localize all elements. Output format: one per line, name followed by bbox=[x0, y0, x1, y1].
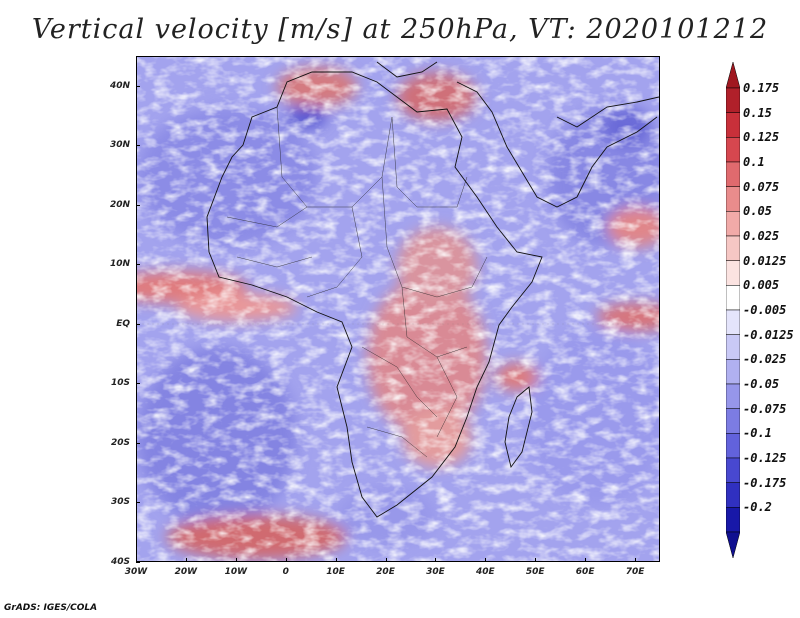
field-texture bbox=[137, 57, 659, 561]
colorbar-tick-label: -0.2 bbox=[743, 500, 772, 515]
lat-tick-mark bbox=[136, 502, 140, 504]
lat-tick-label: 30S bbox=[110, 497, 130, 508]
lon-tick-mark bbox=[335, 558, 337, 562]
colorbar-tick-label: -0.175 bbox=[743, 475, 787, 490]
colorbar-band bbox=[726, 334, 740, 360]
colorbar-tick-label: 0.1 bbox=[743, 155, 765, 169]
colorbar-band bbox=[726, 309, 740, 335]
colorbar-tick-label: 0.025 bbox=[743, 229, 780, 243]
lon-tick-label: 20E bbox=[376, 567, 395, 577]
colorbar-bottom-arrow bbox=[726, 531, 740, 558]
colorbar-band bbox=[726, 112, 740, 138]
colorbar-band bbox=[726, 87, 740, 113]
colorbar-tick-label: -0.025 bbox=[743, 352, 787, 367]
lat-tick-mark bbox=[136, 442, 140, 444]
lat-tick-label: 40N bbox=[109, 80, 130, 91]
colorbar-band bbox=[726, 383, 740, 409]
colorbar-band bbox=[726, 235, 740, 261]
colorbar-top-arrow bbox=[726, 62, 740, 89]
lon-tick-mark bbox=[635, 558, 637, 562]
lat-tick-label: 20S bbox=[110, 437, 130, 448]
colorbar-band bbox=[726, 137, 740, 163]
lon-tick-label: 50E bbox=[525, 567, 545, 577]
colorbar-band bbox=[726, 285, 740, 311]
colorbar-band bbox=[726, 359, 740, 385]
lat-tick-label: 30N bbox=[109, 140, 130, 151]
lon-tick-label: 10E bbox=[326, 567, 345, 577]
footer-credit: GrADS: IGES/COLA bbox=[4, 603, 98, 613]
lon-tick-mark bbox=[485, 558, 487, 562]
lat-tick-label: 40S bbox=[110, 557, 130, 567]
lat-tick-label: 20N bbox=[109, 199, 130, 210]
lon-tick-mark bbox=[385, 558, 387, 562]
colorbar-tick-label: -0.005 bbox=[743, 303, 787, 317]
coastlines bbox=[206, 61, 659, 518]
lat-tick-mark bbox=[136, 145, 140, 147]
lat-tick-label: EQ bbox=[116, 318, 130, 329]
lon-tick-label: 70E bbox=[625, 567, 645, 577]
lat-tick-mark bbox=[136, 562, 140, 563]
velocity-field-map bbox=[136, 56, 660, 562]
colorbar-band bbox=[726, 482, 740, 508]
colorbar-tick-label: 0.005 bbox=[743, 278, 780, 293]
lon-tick-label: 10W bbox=[224, 567, 248, 577]
colorbar-tick-label: -0.1 bbox=[743, 426, 772, 441]
lat-tick-label: 10S bbox=[110, 378, 130, 389]
lat-tick-label: 10N bbox=[109, 259, 130, 270]
colorbar-band bbox=[726, 408, 740, 434]
colorbar-tick-label: -0.0125 bbox=[743, 327, 794, 342]
colorbar-tick-label: 0.0125 bbox=[743, 253, 787, 268]
lon-tick-mark bbox=[235, 558, 237, 562]
chart-title: Vertical velocity [m/s] at 250hPa, VT: 2… bbox=[31, 14, 769, 45]
lat-tick-mark bbox=[136, 264, 140, 266]
colorbar bbox=[726, 62, 740, 558]
lat-tick-mark bbox=[136, 323, 140, 325]
lon-tick-label: 0 bbox=[282, 567, 289, 577]
colorbar-tick-label: 0.15 bbox=[743, 105, 772, 120]
lon-tick-label: 40E bbox=[475, 567, 495, 577]
lon-tick-mark bbox=[585, 558, 587, 562]
colorbar-band bbox=[726, 260, 740, 286]
lon-tick-mark bbox=[136, 558, 137, 562]
lat-tick-mark bbox=[136, 383, 140, 385]
lon-tick-mark bbox=[435, 558, 437, 562]
lon-tick-label: 20W bbox=[174, 567, 198, 577]
map-canvas bbox=[137, 57, 659, 561]
colorbar-tick-label: -0.125 bbox=[743, 451, 787, 465]
lon-tick-label: 60E bbox=[575, 567, 595, 577]
colorbar-tick-label: 0.05 bbox=[743, 204, 772, 219]
lon-tick-mark bbox=[535, 558, 537, 562]
colorbar-tick-label: 0.125 bbox=[743, 130, 780, 145]
colorbar-band bbox=[726, 211, 740, 237]
colorbar-band bbox=[726, 186, 740, 212]
colorbar-band bbox=[726, 161, 740, 187]
colorbar-band bbox=[726, 457, 740, 483]
colorbar-band bbox=[726, 507, 740, 533]
lon-tick-label: 30W bbox=[124, 567, 148, 577]
lat-tick-mark bbox=[136, 85, 140, 87]
colorbar-band bbox=[726, 433, 740, 459]
colorbar-tick-label: -0.05 bbox=[743, 377, 780, 391]
colorbar-tick-label: 0.075 bbox=[743, 179, 780, 194]
borders bbox=[226, 106, 488, 458]
colorbar-tick-label: 0.175 bbox=[743, 81, 780, 95]
lon-tick-mark bbox=[285, 558, 287, 562]
lon-tick-label: 30E bbox=[426, 567, 445, 577]
lat-tick-mark bbox=[136, 204, 140, 206]
lon-tick-mark bbox=[185, 558, 187, 562]
colorbar-tick-label: -0.075 bbox=[743, 401, 787, 416]
